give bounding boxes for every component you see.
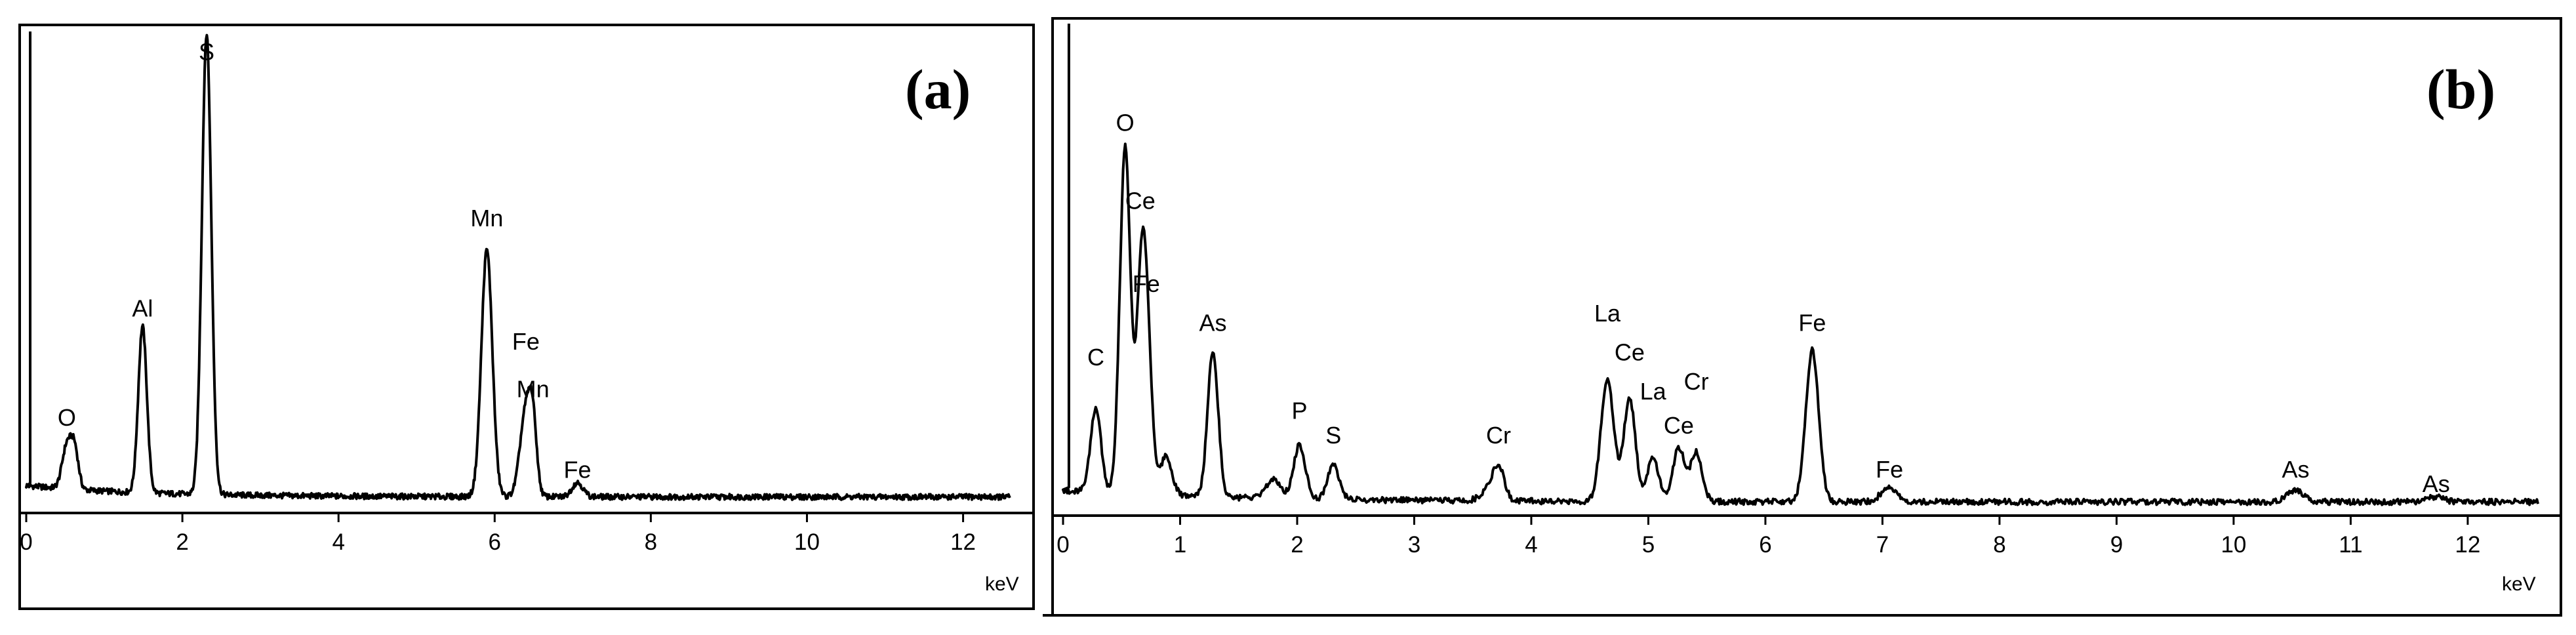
- panel-b-tick-label: 11: [2339, 532, 2362, 558]
- panel-a-tick-label: 4: [332, 529, 344, 555]
- panel-b-peak-label: Fe: [1133, 270, 1160, 297]
- panel-b-tick-label: 8: [1993, 532, 2005, 558]
- panel-b-peak-label: C: [1087, 344, 1104, 371]
- panel-b-peak-label: Ce: [1615, 338, 1645, 365]
- panel-b-peak-label: La: [1594, 300, 1621, 327]
- panel-b-x-unit: keV: [2502, 573, 2536, 595]
- panel-b-peak-label: As: [2282, 456, 2310, 483]
- panel-b-peak-label: Cr: [1486, 422, 1511, 449]
- panel-b-tick-label: 4: [1525, 532, 1537, 558]
- panel-b-peak-label: S: [1325, 422, 1341, 449]
- panel-b-tick-label: 7: [1876, 532, 1889, 558]
- panel-b-tick-label: 12: [2455, 532, 2480, 558]
- panel-a-tick-label: 8: [645, 529, 657, 555]
- panel-a-frame: [18, 24, 1035, 610]
- panel-a-peak-label: Fe: [563, 457, 591, 483]
- panel-a-tick-label: 2: [176, 529, 188, 555]
- panel-b-ticks: 0 1 2 3 4 5 6 7 8 9 10 11 12: [1057, 516, 2480, 558]
- panel-b-tick-label: 9: [2110, 532, 2123, 558]
- panel-a-label: (a): [905, 58, 971, 121]
- panel-b-peak-label: Cr: [1684, 368, 1709, 395]
- panel-b-tick-label: 6: [1759, 532, 1771, 558]
- panel-a-tick-label: 12: [950, 529, 976, 555]
- panel-b-peak-label: Fe: [1876, 456, 1903, 483]
- panel-b-peak-labels: C O Ce Fe As PS Cr La Ce La Ce Cr Fe Fe As As: [1087, 110, 2450, 498]
- panel-b-peak-label: As: [2423, 470, 2450, 497]
- panel-a-x-unit: keV: [985, 573, 1019, 595]
- panel-a-peak-label: Mn: [470, 205, 503, 232]
- panel-b-tick-label: 3: [1408, 532, 1420, 558]
- panel-b-tick-label: 2: [1291, 532, 1303, 558]
- panel-b-tick-label: 0: [1057, 532, 1069, 558]
- panel-a-peak-label: Fe: [512, 328, 540, 355]
- panel-a-tick-label: 6: [489, 529, 501, 555]
- panel-b-peak-label: Fe: [1798, 310, 1826, 337]
- panel-b-peak-label: P: [1292, 398, 1308, 424]
- panel-a-peak-label: Mn: [517, 375, 550, 402]
- panel-a-ticks: 0 2 4 6 8 10 12: [20, 513, 976, 555]
- panel-a-tick-label: 0: [20, 529, 32, 555]
- panel-a-peak-label: Al: [132, 295, 153, 321]
- panel-a-peak-label: S: [199, 38, 214, 65]
- panel-b-peak-label: Ce: [1125, 188, 1156, 215]
- panel-a-peak-label: O: [58, 404, 76, 431]
- spectrum-panel-a: (a) keV 0 2 4 6 8 10 12 O Al S Mn Fe Mn Fe: [18, 24, 1035, 610]
- panel-b-peak-label: La: [1640, 378, 1667, 405]
- panel-b-peak-label: Ce: [1664, 412, 1694, 439]
- panel-b-tick-label: 5: [1642, 532, 1655, 558]
- panel-b-peak-label: O: [1116, 110, 1135, 136]
- panel-a-tick-label: 10: [794, 529, 820, 555]
- panel-b-peak-label: As: [1199, 310, 1226, 337]
- panel-b-label: (b): [2426, 58, 2495, 121]
- panel-b-tick-label: 10: [2221, 532, 2246, 558]
- panel-b-tick-label: 1: [1174, 532, 1186, 558]
- panel-a-peak-labels: O Al S Mn Fe Mn Fe: [58, 38, 592, 483]
- panel-a-spectrum-trace: [25, 31, 1011, 501]
- panel-b-spectrum-trace: [1062, 24, 2539, 506]
